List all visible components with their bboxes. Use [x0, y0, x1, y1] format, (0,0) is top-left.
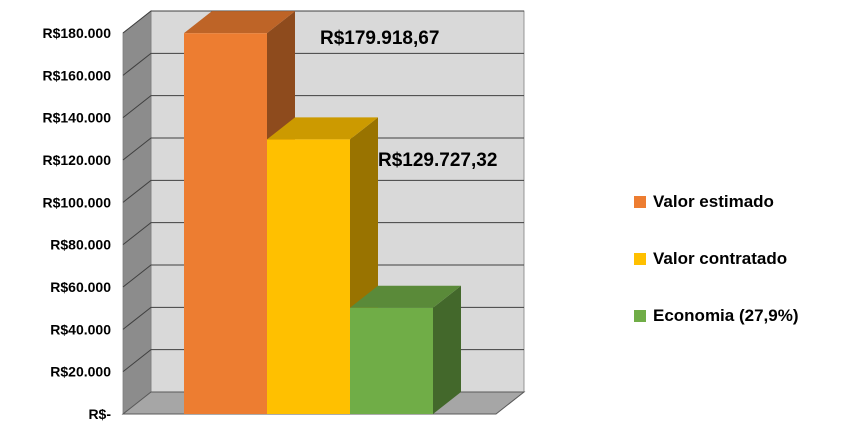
legend-label-economia: Economia (27,9%): [653, 306, 799, 325]
legend-swatch-valor-estimado: [634, 196, 646, 208]
bar-side-2: [433, 285, 461, 414]
y-tick-label-8: R$160.000: [42, 67, 111, 83]
bar-top-2: [350, 285, 461, 308]
y-axis-ticks: R$- R$20.000 R$40.000 R$60.000 R$80.000 R$100…: [42, 25, 111, 422]
gridline-5: [122, 179, 524, 203]
legend-item-valor-contratado: Valor contratado: [634, 247, 799, 271]
legend-swatch-economia: [634, 310, 646, 322]
data-label-1: R$129.727,32: [378, 150, 497, 171]
legend-swatch-valor-contratado: [634, 253, 646, 265]
data-labels: R$179.918,67 R$129.727,32: [320, 28, 497, 171]
y-tick-label-1: R$20.000: [50, 364, 111, 380]
y-tick-label-3: R$60.000: [50, 279, 111, 295]
data-label-0: R$179.918,67: [320, 28, 439, 49]
y-tick-label-0: R$-: [88, 406, 111, 422]
gridline-6: [122, 137, 524, 161]
legend-item-economia: Economia (27,9%): [634, 304, 799, 328]
y-tick-label-9: R$180.000: [42, 25, 111, 41]
bar-2: [350, 285, 461, 414]
gridline-4: [122, 222, 524, 246]
bar-top-0: [184, 11, 295, 34]
bar-front-1: [267, 139, 350, 414]
bar-front-0: [184, 33, 267, 414]
gridlines: [122, 10, 524, 373]
gridline-3: [122, 264, 524, 288]
y-tick-label-2: R$40.000: [50, 321, 111, 337]
y-tick-label-6: R$120.000: [42, 152, 111, 168]
legend-label-valor-contratado: Valor contratado: [653, 249, 788, 268]
bar-front-2: [350, 307, 433, 414]
y-tick-label-4: R$80.000: [50, 237, 111, 253]
legend-label-valor-estimado: Valor estimado: [653, 192, 774, 211]
y-tick-label-5: R$100.000: [42, 194, 111, 210]
bar-top-1: [267, 117, 378, 140]
legend-item-valor-estimado: Valor estimado: [634, 190, 799, 214]
gridline-7: [122, 95, 524, 119]
gridline-9: [122, 10, 524, 34]
bars: [184, 11, 461, 414]
legend: Valor estimado Valor contratado Economia…: [634, 190, 799, 361]
y-tick-label-7: R$140.000: [42, 110, 111, 126]
gridline-8: [122, 52, 524, 76]
